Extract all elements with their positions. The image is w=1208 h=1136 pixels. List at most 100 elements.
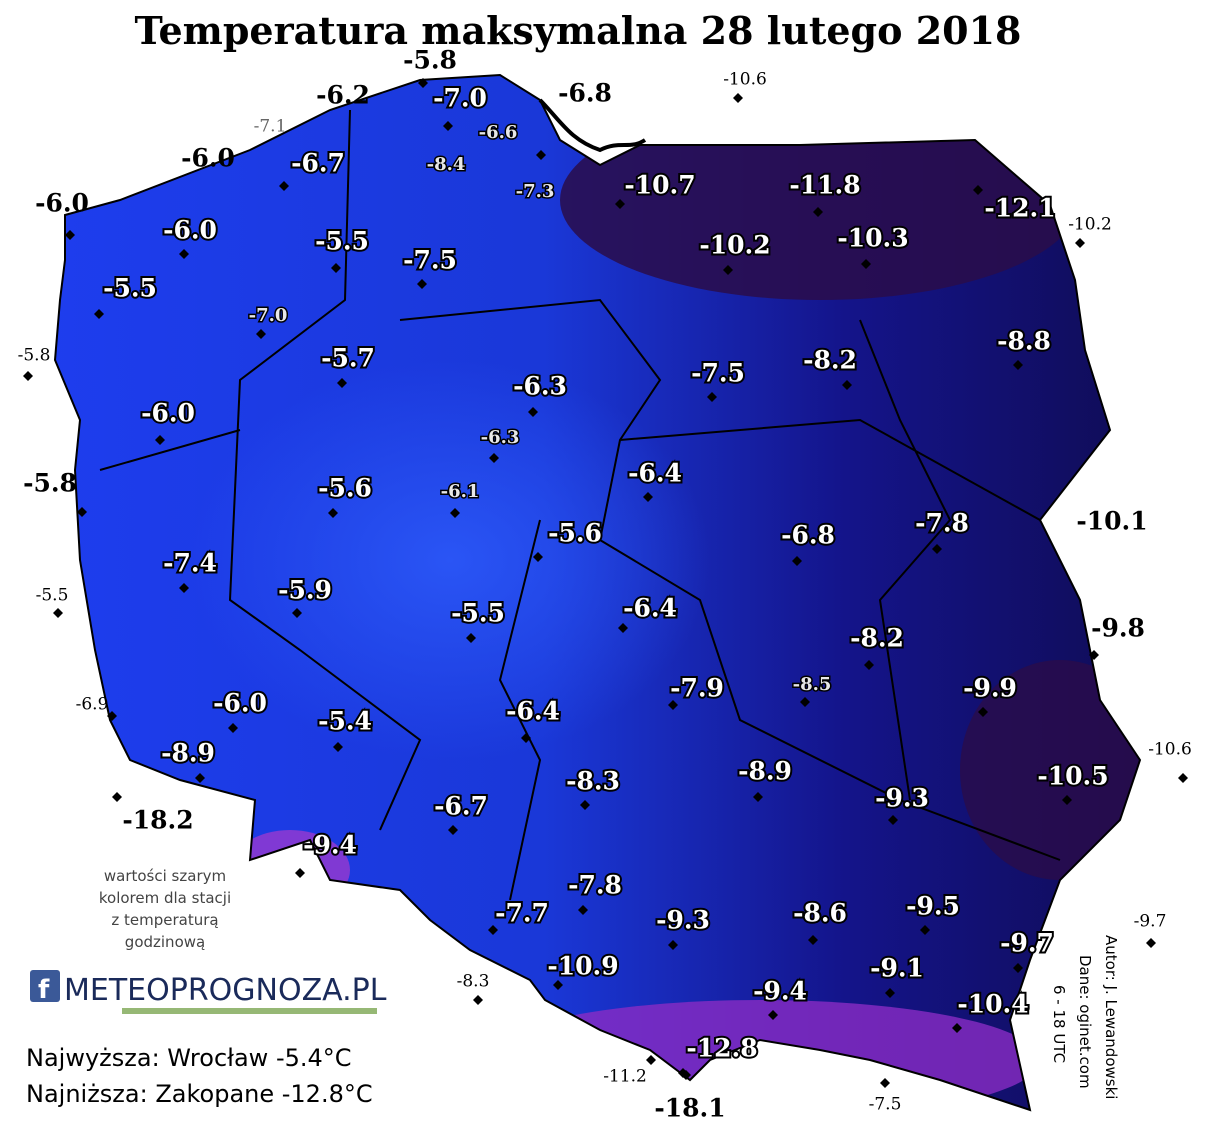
station-temp: -7.5 <box>691 359 745 388</box>
station-dot <box>707 392 717 402</box>
station-dot <box>681 1070 691 1080</box>
station-dot <box>450 508 460 518</box>
credit: Autor: J. Lewandowski <box>1102 935 1120 1099</box>
station-temp: -10.7 <box>624 171 695 200</box>
station-dot <box>155 435 165 445</box>
station-temp: -7.5 <box>403 246 457 275</box>
station-temp: -5.6 <box>548 519 602 548</box>
station-dot <box>800 697 810 707</box>
note-line: wartości szarym <box>104 867 226 885</box>
station-temp: -11.2 <box>603 1067 647 1087</box>
station-dot <box>53 608 63 618</box>
station-temp: -7.5 <box>869 1095 902 1115</box>
station-temp: -7.7 <box>495 899 549 928</box>
station-dot <box>792 556 802 566</box>
station-temp: -5.5 <box>315 227 369 256</box>
note-line: kolorem dla stacji <box>99 889 231 907</box>
station-temp: -6.4 <box>506 697 560 726</box>
station-temp: -6.8 <box>558 79 612 108</box>
station-temp: -10.2 <box>1068 215 1112 235</box>
station-temp: -7.9 <box>670 674 724 703</box>
station-dot <box>333 742 343 752</box>
station-dot <box>337 378 347 388</box>
station-temp: -8.2 <box>803 346 857 375</box>
station-temp: -9.7 <box>1000 929 1054 958</box>
station-dot <box>533 552 543 562</box>
station-temp: -6.3 <box>481 427 520 448</box>
station-temp: -12.1 <box>984 194 1055 223</box>
station-temp: -8.6 <box>793 899 847 928</box>
station-temp: -6.1 <box>441 481 480 502</box>
stations: -5.8 -6.2 -6.8 -10.6 -7.1 -6.0 -6.0 -5.8 -5.8 -5.… <box>18 46 1192 1123</box>
station-dot <box>753 792 763 802</box>
station-dot <box>112 792 122 802</box>
station-temp: -9.3 <box>656 906 710 935</box>
station-dot <box>417 279 427 289</box>
station-dot <box>279 181 289 191</box>
station-temp: -6.0 <box>141 399 195 428</box>
station-temp: -8.8 <box>997 327 1051 356</box>
station-dot <box>256 329 266 339</box>
station-temp: -10.9 <box>547 952 618 981</box>
station-dot <box>1013 360 1023 370</box>
station-temp: -8.5 <box>793 674 832 695</box>
station-temp: -9.4 <box>303 831 357 860</box>
station-dot <box>646 1055 656 1065</box>
station-dot <box>618 623 628 633</box>
station-temp: -9.4 <box>753 977 807 1006</box>
station-dot <box>668 940 678 950</box>
station-dot <box>443 121 453 131</box>
station-dot <box>808 935 818 945</box>
station-temp: -8.4 <box>427 154 466 175</box>
station-dot <box>880 1078 890 1088</box>
station-temp: -6.8 <box>781 521 835 550</box>
fb-f: f <box>38 975 50 1005</box>
station-dot <box>643 492 653 502</box>
station-temp: -8.9 <box>161 739 215 768</box>
station-dot <box>292 608 302 618</box>
station-dot <box>553 980 563 990</box>
station-dot <box>179 583 189 593</box>
station-dot <box>331 263 341 273</box>
highest: Najwyższa: Wrocław -5.4°C <box>26 1044 352 1072</box>
station-dot <box>932 544 942 554</box>
title: Temperatura maksymalna 28 lutego 2018 <box>135 8 1022 53</box>
station-dot <box>615 199 625 209</box>
note-line: godzinową <box>125 933 205 951</box>
lowest: Najniższa: Zakopane -12.8°C <box>26 1080 373 1108</box>
station-temp: -6.0 <box>213 689 267 718</box>
station-temp: -5.8 <box>18 346 51 366</box>
station-temp: -6.7 <box>291 149 345 178</box>
station-temp: -6.4 <box>628 459 682 488</box>
station-dot <box>733 93 743 103</box>
station-dot <box>536 150 546 160</box>
station-temp: -7.0 <box>249 305 288 326</box>
station-dot <box>473 995 483 1005</box>
station-temp: -7.0 <box>433 84 487 113</box>
station-temp: -12.8 <box>686 1034 757 1063</box>
station-temp: -10.3 <box>837 224 908 253</box>
logo: METEOPROGNOZA.PL <box>64 973 387 1008</box>
station-dot <box>973 185 983 195</box>
station-temp: -7.3 <box>516 181 555 202</box>
station-dot <box>107 711 117 721</box>
station-dot <box>842 380 852 390</box>
credits: Autor: J. Lewandowski Dane: oginet.com 6… <box>1050 935 1120 1099</box>
station-temp: -6.6 <box>479 122 518 143</box>
station-dot <box>328 508 338 518</box>
station-dot <box>295 868 305 878</box>
station-dot <box>1146 938 1156 948</box>
station-temp: -9.1 <box>870 954 924 983</box>
station-dot <box>528 407 538 417</box>
station-temp: -5.4 <box>318 707 372 736</box>
station-dot <box>864 660 874 670</box>
station-temp: -5.5 <box>451 599 505 628</box>
station-dot <box>521 733 531 743</box>
station-dot <box>195 773 205 783</box>
station-dot <box>885 988 895 998</box>
station-dot <box>94 309 104 319</box>
station-temp: -8.3 <box>566 767 620 796</box>
station-temp: -10.2 <box>699 231 770 260</box>
station-dot <box>580 800 590 810</box>
